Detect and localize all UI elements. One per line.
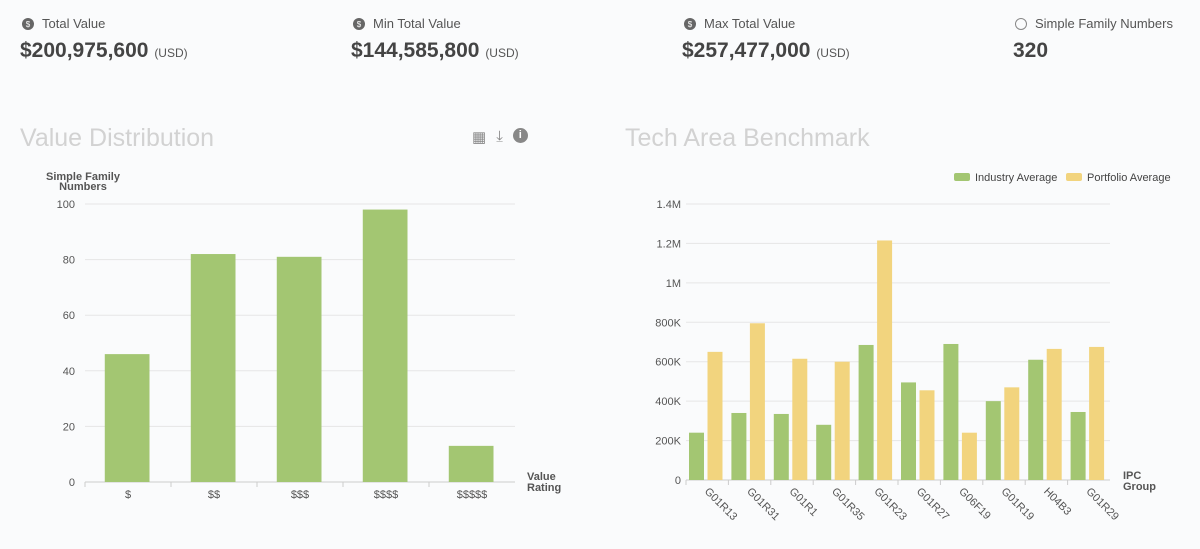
x-tick-label: $ [125,489,131,501]
x-tick-label: G06F19 [956,486,993,523]
bar-portfolio-average [962,433,977,480]
y-tick-label: 0 [675,475,681,487]
money-bag-icon: $ [684,18,696,30]
y-tick-label: 400K [655,396,681,408]
y-tick-label: 40 [63,366,75,378]
bar-industry-average [731,413,746,480]
bar-portfolio-average [1089,347,1104,480]
y-tick-label: 1.4M [657,199,681,211]
bar [105,354,150,482]
kpi-value: $200,975,600 [20,39,148,62]
y-tick-label: 60 [63,310,75,322]
x-tick-label: G01R23 [871,486,908,523]
y-tick-label: 100 [57,199,75,211]
legend-swatch [954,173,970,181]
bar-industry-average [1071,412,1086,480]
y-tick-label: 1.2M [657,238,681,250]
kpi-value: $144,585,800 [351,39,479,62]
value-distribution-title: Value Distribution [20,124,214,153]
y-tick-label: 20 [63,421,75,433]
money-bag-icon: $ [353,18,365,30]
x-axis-label: Group [1123,481,1156,493]
kpi-value: $257,477,000 [682,39,810,62]
x-tick-label: $$$ [291,489,309,501]
legend-swatch [1066,173,1082,181]
bar-industry-average [816,425,831,480]
y-tick-label: 80 [63,255,75,267]
tech-area-benchmark-title: Tech Area Benchmark [625,124,870,153]
bar-portfolio-average [1047,349,1062,480]
x-tick-label: G01R19 [999,486,1036,523]
y-axis-label: Numbers [59,181,107,193]
bar [449,446,494,482]
bar-portfolio-average [1004,387,1019,480]
bar-portfolio-average [750,323,765,480]
legend-label: Industry Average [975,172,1057,184]
y-tick-label: 0 [69,477,75,489]
kpi-value: 320 [1013,39,1048,62]
kpi-unit: (USD) [816,46,849,60]
x-tick-label: G01R13 [702,486,739,523]
y-tick-label: 1M [666,278,681,290]
bar-industry-average [986,401,1001,480]
y-tick-label: 600K [655,357,681,369]
table-icon[interactable]: ▦ [472,128,486,146]
x-tick-label: G01R1 [787,486,820,519]
bar-industry-average [901,382,916,480]
kpi-total-value: $ Total Value $200,975,600 (USD) [20,16,188,63]
x-axis-label: Rating [527,482,561,494]
bar [191,254,236,482]
kpi-unit: (USD) [154,46,187,60]
x-tick-label: $$$$ [374,489,398,501]
kpi-label: Min Total Value [373,16,461,31]
x-tick-label: H04B3 [1041,486,1073,518]
kpi-label: Max Total Value [704,16,795,31]
globe-icon [1015,18,1027,30]
bar-portfolio-average [920,390,935,480]
x-tick-label: $$ [208,489,220,501]
bar-industry-average [943,344,958,480]
bar-portfolio-average [792,359,807,480]
value-distribution-chart: 020406080100$$$$$$$$$$$$$$$Simple Family… [0,160,600,549]
money-bag-icon: $ [22,18,34,30]
x-tick-label: $$$$$ [457,489,488,501]
kpi-simple-family-numbers: Simple Family Numbers 320 [1013,16,1173,63]
x-tick-label: G01R35 [829,486,866,523]
bar-portfolio-average [877,240,892,480]
x-tick-label: G01R29 [1083,486,1120,523]
kpi-label: Total Value [42,16,105,31]
bar [363,210,408,482]
info-icon[interactable]: i [513,128,528,143]
bar-industry-average [689,433,704,480]
y-tick-label: 200K [655,436,681,448]
download-icon[interactable]: ⤓ [496,128,503,146]
kpi-min-total-value: $ Min Total Value $144,585,800 (USD) [351,16,519,63]
x-tick-label: G01R31 [744,486,781,523]
bar-industry-average [859,345,874,480]
kpi-unit: (USD) [485,46,518,60]
kpi-label: Simple Family Numbers [1035,16,1173,31]
bar-portfolio-average [708,352,723,480]
bar-portfolio-average [835,362,850,480]
x-tick-label: G01R27 [914,486,951,523]
legend-label: Portfolio Average [1087,172,1171,184]
y-tick-label: 800K [655,317,681,329]
tech-area-benchmark-chart: 0200K400K600K800K1M1.2M1.4MG01R13G01R31G… [600,160,1200,549]
bar-industry-average [774,414,789,480]
kpi-max-total-value: $ Max Total Value $257,477,000 (USD) [682,16,850,63]
bar [277,257,322,482]
bar-industry-average [1028,360,1043,480]
